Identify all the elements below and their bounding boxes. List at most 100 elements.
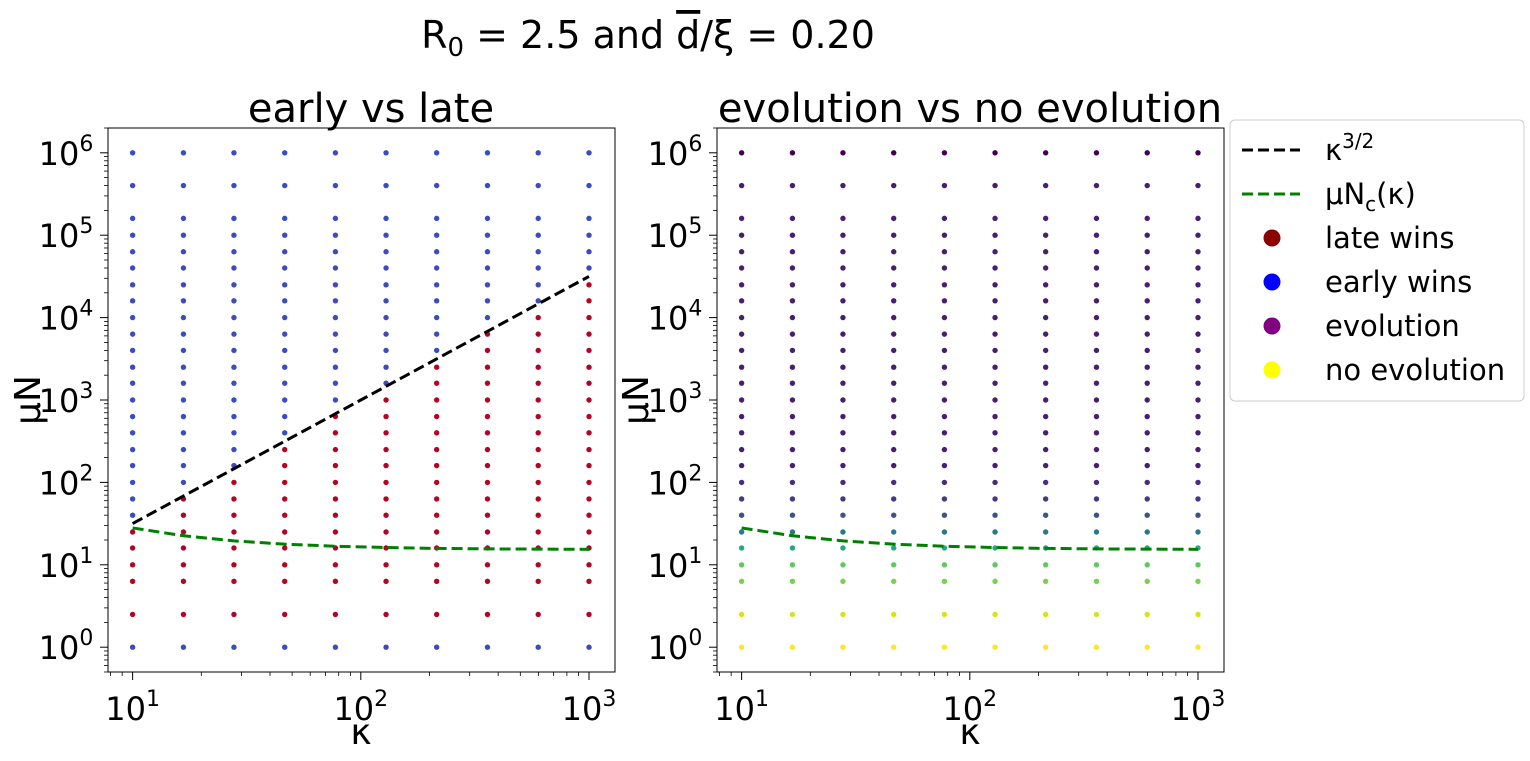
point-late-wins xyxy=(586,462,592,469)
point-early-wins xyxy=(180,413,187,420)
point-late-wins xyxy=(332,611,339,618)
point-evolution xyxy=(1144,347,1150,354)
point-no-evolution xyxy=(789,545,796,551)
y-tick-label: 104 xyxy=(39,297,94,338)
point-no-evolution xyxy=(738,545,745,551)
point-late-wins xyxy=(129,562,136,568)
point-early-wins xyxy=(433,331,440,337)
legend-label-text: late wins xyxy=(1325,221,1455,255)
point-early-wins xyxy=(282,644,288,650)
point-late-wins xyxy=(535,397,541,403)
point-early-wins xyxy=(535,232,541,238)
point-early-wins xyxy=(129,150,136,156)
point-evolution xyxy=(1195,496,1201,502)
suptitle-ratio: /ξ = 0.20 xyxy=(700,13,875,57)
legend-label-suffix: (κ) xyxy=(1376,177,1416,211)
point-early-wins xyxy=(535,215,541,222)
point-early-wins xyxy=(383,331,389,337)
point-evolution xyxy=(1042,265,1049,271)
point-late-wins xyxy=(180,562,187,568)
point-evolution xyxy=(1042,182,1049,189)
point-evolution xyxy=(1195,215,1201,222)
y-tick-label: 101 xyxy=(648,544,703,585)
point-no-evolution xyxy=(1144,611,1150,618)
point-evolution xyxy=(992,446,998,453)
point-early-wins xyxy=(332,265,339,271)
point-late-wins xyxy=(231,562,237,568)
point-early-wins xyxy=(484,150,491,156)
point-late-wins xyxy=(586,611,592,618)
point-evolution xyxy=(738,397,745,403)
point-evolution xyxy=(1042,249,1049,255)
point-evolution xyxy=(992,215,998,222)
point-no-evolution xyxy=(992,545,998,551)
point-late-wins xyxy=(586,364,592,370)
point-evolution xyxy=(1144,249,1150,255)
point-no-evolution xyxy=(738,611,745,618)
y-tick-label: 104 xyxy=(648,297,703,338)
point-no-evolution xyxy=(941,562,948,568)
point-evolution xyxy=(840,265,846,271)
point-late-wins xyxy=(535,529,541,535)
point-evolution xyxy=(1042,314,1049,321)
point-early-wins xyxy=(129,479,136,486)
point-late-wins xyxy=(586,298,592,304)
point-evolution xyxy=(1042,413,1049,420)
panel-early-vs-late: early vs late 101 102 10310010110210310410… xyxy=(8,86,616,753)
point-late-wins xyxy=(383,462,389,469)
point-early-wins xyxy=(231,150,237,156)
y-tick-exp: 1 xyxy=(79,544,93,569)
point-evolution xyxy=(738,512,745,518)
point-late-wins xyxy=(332,512,339,518)
point-evolution xyxy=(1093,462,1100,469)
legend-label: μNc(κ) xyxy=(1325,177,1416,216)
point-late-wins xyxy=(484,578,491,585)
point-evolution xyxy=(738,479,745,486)
point-evolution xyxy=(738,430,745,436)
panel-evolution-vs-no-evolution: evolution vs no evolution 101 102 10310010… xyxy=(616,86,1225,753)
point-early-wins xyxy=(332,150,339,156)
point-late-wins xyxy=(586,430,592,436)
point-early-wins xyxy=(383,215,389,222)
point-evolution xyxy=(992,150,998,156)
point-late-wins xyxy=(433,496,440,502)
point-evolution xyxy=(738,182,745,189)
point-evolution xyxy=(1144,462,1150,469)
point-early-wins xyxy=(180,282,187,288)
point-no-evolution xyxy=(992,562,998,568)
legend-label-text: no evolution xyxy=(1325,353,1505,387)
point-no-evolution xyxy=(1042,529,1049,535)
legend-label-text: μN xyxy=(1325,177,1365,211)
suptitle-r-value: = 2.5 and xyxy=(464,13,676,57)
point-early-wins xyxy=(433,150,440,156)
point-late-wins xyxy=(484,529,491,535)
point-evolution xyxy=(1093,347,1100,354)
point-evolution xyxy=(1195,462,1201,469)
point-evolution xyxy=(941,265,948,271)
point-evolution xyxy=(789,413,796,420)
point-evolution xyxy=(738,446,745,453)
point-early-wins xyxy=(433,182,440,189)
point-evolution xyxy=(992,232,998,238)
point-early-wins xyxy=(282,331,288,337)
y-tick-base: 10 xyxy=(39,629,80,667)
y-tick-base: 10 xyxy=(39,217,80,255)
point-early-wins xyxy=(586,644,592,650)
point-late-wins xyxy=(433,562,440,568)
point-no-evolution xyxy=(789,644,796,650)
point-late-wins xyxy=(535,347,541,354)
point-early-wins xyxy=(231,298,237,304)
x-tick-exp: 2 xyxy=(983,687,997,712)
point-evolution xyxy=(738,314,745,321)
point-early-wins xyxy=(282,347,288,354)
point-late-wins xyxy=(383,529,389,535)
point-no-evolution xyxy=(1195,578,1201,585)
point-evolution xyxy=(840,314,846,321)
point-early-wins xyxy=(383,347,389,354)
point-early-wins xyxy=(383,282,389,288)
x-tick-exp: 3 xyxy=(602,687,616,712)
point-late-wins xyxy=(129,578,136,585)
point-early-wins xyxy=(282,413,288,420)
